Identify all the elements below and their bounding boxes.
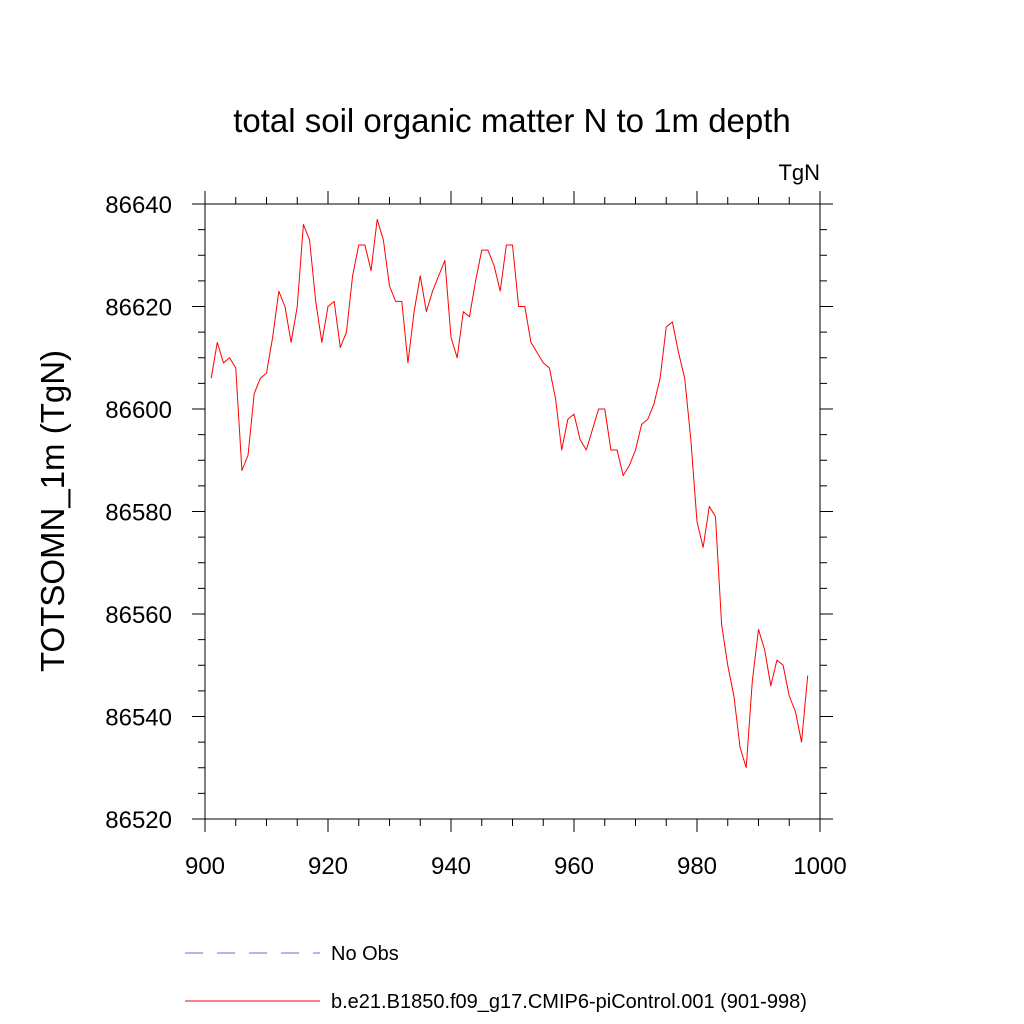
x-tick-label: 900 xyxy=(185,853,225,880)
axis-ticks xyxy=(192,191,833,832)
y-axis-label: TOTSOMN_1m (TgN) xyxy=(34,350,71,672)
x-tick-label: 980 xyxy=(677,853,717,880)
plot-frame xyxy=(204,203,821,820)
legend-label-model: b.e21.B1850.f09_g17.CMIP6-piControl.001 … xyxy=(331,991,807,1013)
series-line-1 xyxy=(210,218,809,769)
units-label: TgN xyxy=(778,160,820,185)
y-tick-label: 86600 xyxy=(105,397,172,424)
legend-label-no-obs: No Obs xyxy=(331,943,399,965)
y-tick-label: 86640 xyxy=(105,192,172,219)
chart-title: total soil organic matter N to 1m depth xyxy=(233,102,791,139)
x-tick-label: 1000 xyxy=(793,853,846,880)
y-tick-label: 86560 xyxy=(105,602,172,629)
y-tick-label: 86620 xyxy=(105,295,172,322)
y-tick-labels: 86520 86540 86560 86580 86600 86620 86640 xyxy=(105,192,172,834)
x-tick-label: 940 xyxy=(431,853,471,880)
y-tick-label: 86540 xyxy=(105,705,172,732)
x-tick-labels: 900 920 940 960 980 1000 xyxy=(185,853,847,880)
series-lines xyxy=(210,218,809,769)
y-tick-label: 86520 xyxy=(105,807,172,834)
legend: No Obs b.e21.B1850.f09_g17.CMIP6-piContr… xyxy=(185,943,807,1013)
y-tick-label: 86580 xyxy=(105,500,172,527)
x-tick-label: 960 xyxy=(554,853,594,880)
x-tick-label: 920 xyxy=(308,853,348,880)
